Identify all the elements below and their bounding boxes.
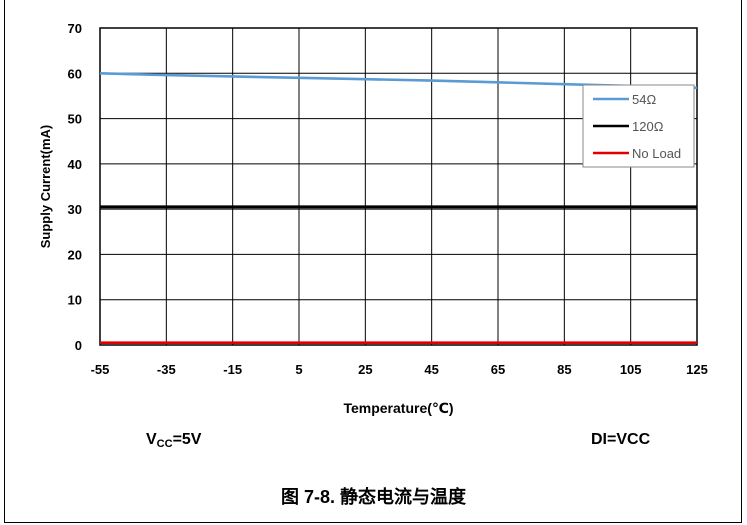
y-axis-label: Supply Current(mA) [38,125,53,249]
y-tick-label: 70 [68,21,82,36]
legend: 54Ω 120Ω No Load [582,84,695,168]
x-tick-label: -35 [157,362,176,377]
x-tick-label: 85 [557,362,571,377]
vcc-prefix: V [146,431,157,448]
grid [99,27,698,346]
x-tick-label: 105 [620,362,642,377]
y-tick-label: 10 [68,293,82,308]
x-tick-label: 65 [491,362,505,377]
chart: 0 10 20 30 40 50 60 70 -55 -35 -15 5 25 45 65 85 105 125… [38,21,708,416]
x-tick-label: 5 [295,362,302,377]
y-tick-label: 0 [75,338,82,353]
y-tick-label: 50 [68,112,82,127]
x-tick-label: -55 [91,362,110,377]
x-tick-labels: -55 -35 -15 5 25 45 65 85 105 125 [91,362,708,377]
vcc-subscript: CC [156,438,173,450]
legend-label: 120Ω [632,119,664,134]
di-condition: DI=VCC [591,431,651,448]
y-tick-label: 60 [68,66,82,81]
vcc-suffix: =5V [172,431,202,448]
y-tick-labels: 0 10 20 30 40 50 60 70 [68,21,82,353]
y-tick-label: 40 [68,157,82,172]
legend-label: No Load [632,146,681,161]
y-tick-label: 30 [68,202,82,217]
vcc-condition: VCC=5V [146,431,201,450]
legend-label: 54Ω [632,92,656,107]
x-axis-label: Temperature(℃) [343,400,453,416]
x-tick-label: 25 [358,362,372,377]
x-tick-label: -15 [223,362,242,377]
y-tick-label: 20 [68,247,82,262]
figure-caption: 图 7-8. 静态电流与温度 [280,487,467,507]
x-tick-label: 45 [424,362,438,377]
x-tick-label: 125 [686,362,708,377]
figure-frame [4,0,742,523]
